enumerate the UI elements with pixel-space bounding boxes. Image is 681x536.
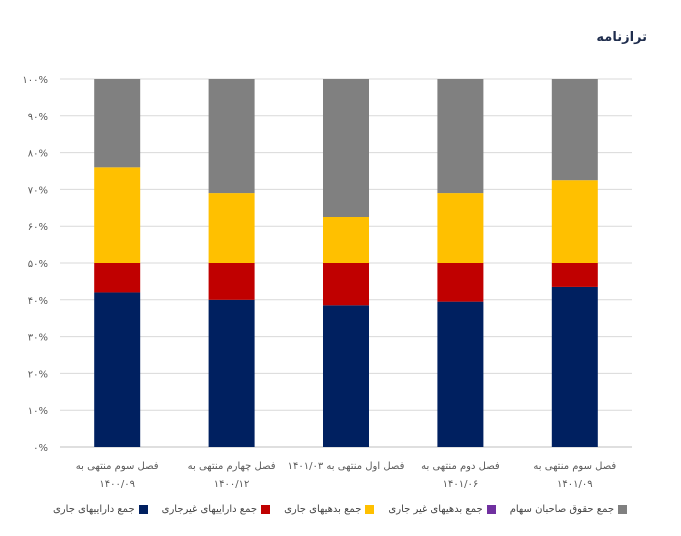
x-category-label: فصل اول منتهی به ۱۴۰۱/۰۳	[288, 461, 405, 472]
x-category-label: فصل سوم منتهی به	[533, 461, 616, 472]
legend-item: جمع بدهیهای جاری	[284, 504, 375, 515]
y-tick-label: ۴۰%	[28, 296, 48, 307]
x-category-label: ۱۴۰۱/۰۹	[557, 479, 593, 490]
y-tick-label: ۱۰۰%	[22, 75, 48, 86]
bar-segment	[437, 263, 484, 302]
y-tick-label: ۸۰%	[28, 149, 48, 160]
legend-item: جمع حقوق صاحبان سهام	[509, 504, 628, 515]
bar-stack	[94, 79, 141, 447]
bar-segment	[323, 305, 369, 447]
bar-segment	[323, 217, 369, 263]
legend-swatch	[261, 505, 271, 514]
legend-label: جمع داراییهای غیرجاری	[161, 504, 258, 515]
y-tick-label: ۰%	[33, 443, 48, 454]
bar-segment	[437, 79, 484, 194]
bar-stack	[437, 79, 484, 447]
legend-swatch	[138, 505, 148, 514]
bar-segment	[323, 79, 369, 217]
x-category-label: فصل سوم منتهی به	[76, 461, 159, 472]
y-tick-label: ۷۰%	[28, 185, 48, 196]
bar-segment	[208, 79, 255, 194]
legend-label: جمع بدهیهای غیر جاری	[388, 504, 483, 515]
bar-segment	[437, 301, 484, 447]
x-axis-category-labels: فصل سوم منتهی به ۱۴۰۰/۰۹ فصل چهارم منتهی ب…	[76, 461, 617, 490]
legend-swatch	[365, 505, 375, 514]
bar-segment	[551, 263, 598, 287]
bar-segment	[94, 167, 141, 263]
bar-segment	[437, 193, 484, 263]
bar-segment	[94, 263, 141, 293]
x-category-label: ۱۴۰۰/۱۲	[214, 479, 250, 490]
bar-stack	[323, 79, 369, 447]
legend-item: جمع داراییهای جاری	[53, 504, 148, 515]
y-tick-label: ۱۰%	[28, 406, 48, 417]
legend-swatch	[618, 505, 628, 514]
bar-stack	[208, 79, 255, 447]
bar-segment	[94, 292, 141, 447]
x-category-label: فصل چهارم منتهی به	[188, 461, 276, 472]
bar-segment	[94, 79, 141, 168]
x-category-label: ۱۴۰۰/۰۹	[99, 479, 135, 490]
y-tick-label: ۲۰%	[28, 369, 48, 380]
bar-segment	[208, 299, 255, 447]
bar-stack	[551, 79, 598, 447]
bar-stacks	[94, 79, 598, 447]
y-tick-label: ۹۰%	[28, 112, 48, 123]
legend-item: جمع داراییهای غیرجاری	[161, 504, 271, 515]
legend-label: جمع حقوق صاحبان سهام	[509, 504, 615, 515]
chart-title: ترازنامه	[596, 30, 647, 45]
y-tick-label: ۳۰%	[28, 333, 48, 344]
legend-label: جمع داراییهای جاری	[52, 504, 135, 515]
legend-swatch	[486, 505, 496, 514]
bar-segment	[551, 79, 598, 181]
y-tick-label: ۶۰%	[28, 222, 48, 233]
x-category-label: ۱۴۰۱/۰۶	[443, 479, 479, 490]
bar-segment	[551, 180, 598, 263]
bar-segment	[208, 263, 255, 300]
legend-label: جمع بدهیهای جاری	[284, 504, 362, 515]
bar-segment	[323, 263, 369, 306]
bar-segment	[551, 286, 598, 447]
y-axis-tick-labels: ۰% ۱۰% ۲۰% ۳۰% ۴۰% ۵۰% ۶۰% ۷۰% ۸۰% ۹۰% ۱۰۰%	[22, 75, 48, 454]
legend-item: جمع بدهیهای غیر جاری	[388, 504, 496, 515]
x-category-label: فصل دوم منتهی به	[421, 461, 500, 472]
y-tick-label: ۵۰%	[28, 259, 48, 270]
bar-segment	[208, 193, 255, 263]
legend: جمع داراییهای جاری جمع داراییهای غیرجاری ج…	[50, 504, 630, 515]
